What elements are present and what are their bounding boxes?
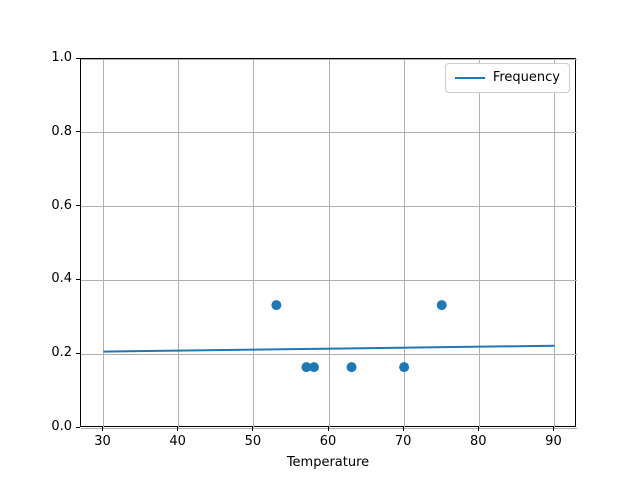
legend-label: Frequency <box>492 70 560 85</box>
x-tick-mark <box>477 427 479 431</box>
y-tick-label: 0.4 <box>51 271 72 287</box>
scatter-point <box>271 300 282 311</box>
x-tick-label: 70 <box>394 434 412 449</box>
x-tick-mark <box>252 427 254 431</box>
scatter-point <box>308 362 319 373</box>
y-gridline <box>81 132 577 134</box>
x-tick-label: 60 <box>319 434 337 449</box>
x-tick-mark <box>102 427 104 431</box>
x-gridline <box>178 59 180 428</box>
scatter-point <box>301 362 312 373</box>
scatter-point <box>346 362 357 373</box>
x-gridline <box>553 59 555 428</box>
y-tick-mark <box>76 426 80 428</box>
y-tick-label: 0.8 <box>51 123 72 139</box>
plot-canvas <box>103 300 555 373</box>
legend: Frequency <box>444 63 570 93</box>
y-gridline <box>81 58 577 60</box>
x-tick-mark <box>552 427 554 431</box>
y-tick-mark <box>76 352 80 354</box>
x-gridline <box>103 59 105 428</box>
y-tick-mark <box>76 131 80 133</box>
plot-area: Frequency <box>80 58 577 429</box>
scatter-point <box>399 362 410 373</box>
y-tick-mark <box>76 278 80 280</box>
x-gridline <box>328 59 330 428</box>
x-tick-label: 80 <box>470 434 487 449</box>
scatter-point <box>436 300 447 311</box>
x-axis-label: Temperature <box>286 455 370 470</box>
x-tick-label: 50 <box>244 434 262 449</box>
x-tick-label: 40 <box>169 434 186 449</box>
x-tick-mark <box>327 427 329 431</box>
y-gridline <box>81 427 577 429</box>
x-tick-mark <box>177 427 179 431</box>
y-tick-mark <box>76 57 80 59</box>
x-tick-label: 30 <box>94 434 111 449</box>
legend-line-sample-icon <box>454 77 485 79</box>
y-tick-mark <box>76 205 80 207</box>
y-gridline <box>81 353 577 355</box>
y-tick-label: 0.6 <box>51 197 72 213</box>
trend-line <box>103 344 555 353</box>
y-tick-label: 0.2 <box>51 345 72 361</box>
x-gridline <box>403 59 405 428</box>
x-tick-mark <box>402 427 404 431</box>
x-gridline <box>253 59 255 428</box>
y-gridline <box>81 206 577 208</box>
x-tick-label: 90 <box>545 434 562 449</box>
x-gridline <box>478 59 480 428</box>
y-tick-label: 1.0 <box>51 50 72 65</box>
y-tick-label: 0.0 <box>51 419 72 434</box>
grid-layer <box>81 58 577 429</box>
y-gridline <box>81 279 577 281</box>
